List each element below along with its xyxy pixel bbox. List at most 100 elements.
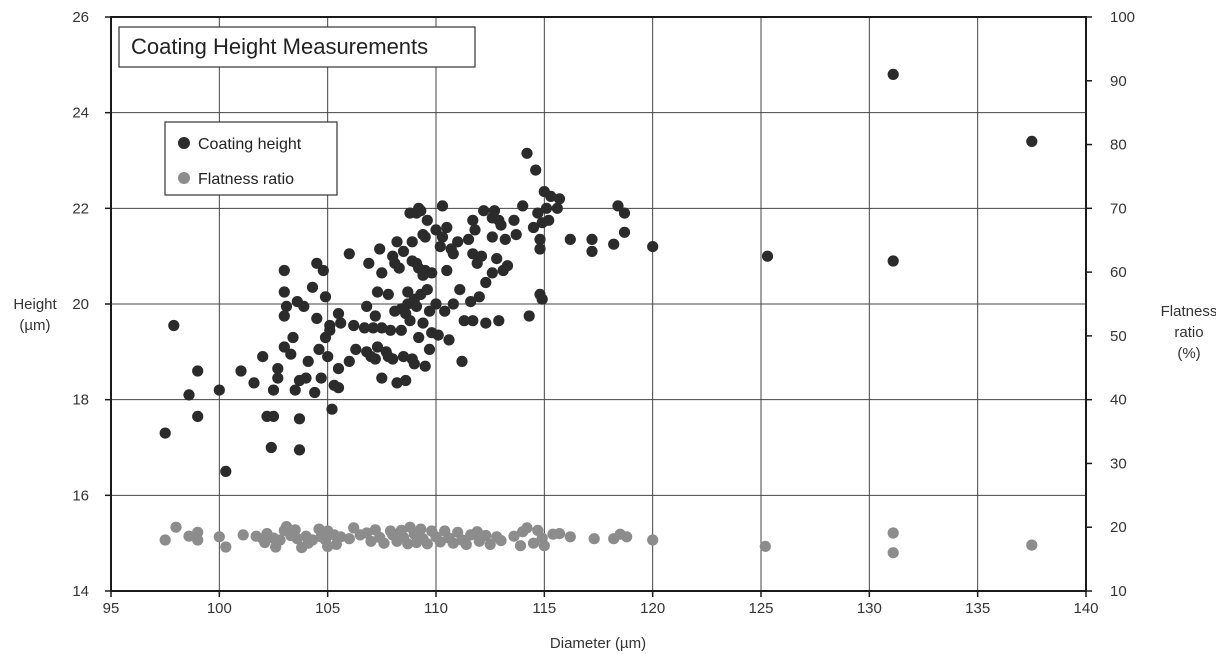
coating-height-point	[280, 300, 293, 312]
x-tick-label: 105	[315, 600, 340, 617]
coating-height-point	[486, 267, 498, 279]
coating-height-point	[467, 214, 479, 226]
coating-height-point	[612, 200, 624, 212]
flatness-ratio-point	[213, 531, 225, 543]
y-axis-label-line-2: (µm)	[19, 317, 50, 334]
x-tick-label: 95	[103, 600, 120, 617]
coating-height-point	[343, 248, 355, 260]
coating-height-point	[475, 250, 488, 262]
coating-height-point	[523, 310, 535, 322]
legend: Coating height Flatness ratio	[164, 121, 338, 196]
coating-height-point	[415, 205, 427, 217]
coating-height-point	[350, 343, 362, 355]
coating-height-point	[363, 257, 375, 269]
flatness-ratio-point	[471, 526, 483, 538]
coating-height-point	[647, 241, 659, 253]
y2-tick-label: 40	[1110, 392, 1127, 409]
coating-height-point	[436, 231, 449, 243]
flatness-ratio-point	[521, 522, 533, 534]
coating-height-point	[486, 231, 498, 243]
coating-height-point	[371, 286, 384, 298]
coating-height-point	[443, 334, 455, 346]
coating-height-point	[369, 353, 381, 365]
flatness-ratio-point	[647, 534, 659, 546]
coating-height-point	[543, 214, 555, 226]
coating-height-point	[374, 243, 386, 255]
flatness-ratio-point	[237, 529, 249, 541]
coating-height-point	[298, 300, 310, 312]
y-tick-label: 14	[72, 583, 89, 600]
coating-height-point	[220, 465, 232, 477]
y2-tick-label: 80	[1110, 137, 1127, 154]
coating-height-point	[278, 286, 290, 298]
coating-height-point	[272, 372, 284, 384]
coating-height-point	[761, 250, 774, 262]
coating-height-point	[432, 329, 444, 341]
coating-height-point	[397, 351, 410, 363]
coating-height-point	[313, 343, 325, 355]
coating-height-point	[159, 427, 171, 439]
coating-height-point	[473, 291, 485, 303]
coating-height-point	[397, 245, 410, 257]
flatness-ratio-point	[527, 537, 540, 549]
coating-height-point	[439, 305, 451, 317]
y-tick-label: 18	[72, 392, 89, 409]
coating-height-point	[376, 322, 388, 334]
series-coating-height	[159, 68, 1038, 477]
coating-height-point	[278, 341, 290, 353]
flatness-ratio-point	[538, 540, 550, 552]
x-tick-label: 140	[1073, 600, 1098, 617]
coating-height-point	[326, 403, 338, 415]
y2-axis-label-line-2: ratio	[1174, 324, 1203, 341]
legend-label-flatness-ratio: Flatness ratio	[198, 171, 294, 188]
coating-height-point	[213, 384, 225, 396]
coating-height-point	[586, 245, 598, 257]
x-axis-label: Diameter (µm)	[550, 635, 646, 652]
flatness-ratio-point	[159, 534, 171, 546]
coating-height-point	[467, 248, 479, 260]
flatness-ratio-point	[402, 538, 414, 550]
coating-height-point	[400, 374, 412, 387]
coating-height-point	[419, 231, 431, 243]
coating-height-point	[478, 205, 490, 217]
legend-label-coating-height: Coating height	[198, 136, 302, 153]
y-tick-label: 24	[72, 105, 89, 122]
legend-swatch-coating-height	[178, 137, 190, 149]
coating-height-point	[499, 233, 511, 245]
coating-height-point	[369, 310, 381, 322]
flatness-ratio-point	[421, 538, 433, 550]
coating-height-point	[192, 410, 204, 422]
coating-height-point	[564, 233, 576, 245]
coating-height-point	[293, 444, 306, 456]
axis-ticks: 95 100 105 110 115 120 125 130 135 140 14 16 18 20 22 2…	[72, 9, 1135, 617]
chart-title: Coating Height Measurements	[131, 34, 428, 59]
coating-height-point	[267, 410, 280, 422]
coating-height-point	[406, 236, 418, 248]
coating-height-point	[452, 236, 464, 248]
flatness-ratio-point	[415, 523, 427, 535]
flatness-ratio-point	[1026, 539, 1038, 551]
flatness-ratio-point	[291, 533, 303, 545]
coating-height-point	[618, 207, 631, 219]
coating-height-point	[376, 372, 388, 384]
coating-height-point	[540, 202, 553, 214]
coating-height-point	[317, 264, 329, 277]
coating-height-point	[387, 353, 399, 365]
coating-height-point	[423, 343, 436, 355]
flatness-ratio-point	[460, 538, 472, 551]
coating-height-point	[332, 382, 345, 394]
flatness-ratio-point	[259, 536, 271, 549]
flatness-ratio-point	[480, 529, 492, 542]
coating-height-point	[527, 221, 540, 234]
coating-height-point	[887, 255, 899, 267]
coating-height-point	[278, 310, 290, 322]
y2-tick-label: 90	[1110, 73, 1127, 90]
coating-height-point	[608, 238, 620, 250]
chart-title-box: Coating Height Measurements	[118, 26, 476, 68]
coating-height-point	[430, 224, 442, 236]
coating-height-point	[404, 315, 416, 327]
y-axis-label-line-1: Height	[13, 296, 57, 313]
coating-height-point	[183, 389, 195, 401]
x-tick-label: 125	[748, 600, 773, 617]
